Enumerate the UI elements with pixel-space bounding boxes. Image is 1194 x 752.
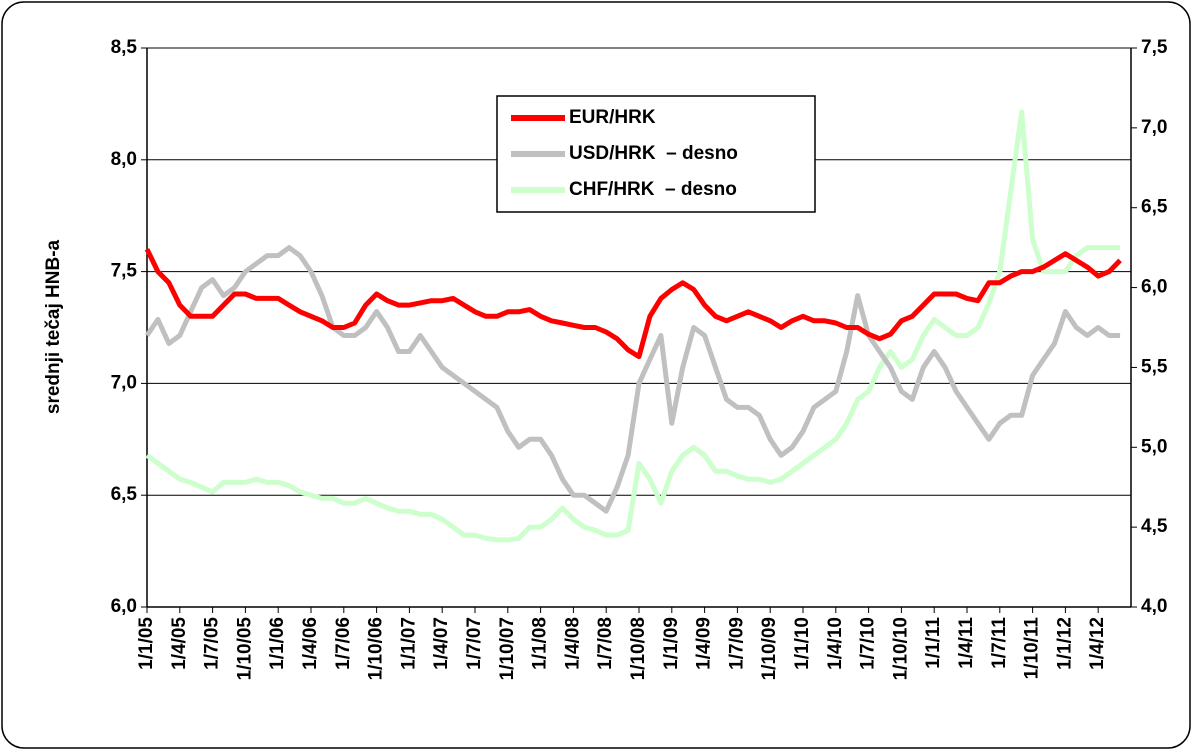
x-tick-label: 1/7/10 [858,617,879,670]
legend-label: EUR/HRK [569,107,656,128]
x-tick-label: 1/7/05 [202,617,223,670]
y2-tick-label: 4,5 [1141,516,1168,537]
x-tick-label: 1/10/07 [497,617,518,680]
y-tick-label: 6,0 [111,596,137,617]
x-tick-label: 1/10/08 [628,617,649,680]
x-tick-label: 1/7/08 [595,617,616,670]
y2-tick-label: 4,0 [1141,596,1167,617]
x-tick-label: 1/4/08 [562,617,583,670]
x-tick-label: 1/4/12 [1087,617,1108,670]
x-tick-label: 1/1/09 [661,617,682,670]
x-tick-label: 1/1/11 [923,617,944,669]
x-tick-label: 1/10/05 [234,617,255,681]
series-line [144,248,1122,360]
x-tick-label: 1/7/11 [989,617,1010,669]
y2-tick-label: 7,0 [1141,117,1167,138]
series-line [144,245,1121,514]
x-tick-label: 1/4/09 [694,617,715,670]
legend-label: CHF/HRK – desno [569,179,737,200]
x-tick-label: 1/1/12 [1054,617,1075,670]
y2-tick-label: 7,5 [1141,37,1168,58]
x-tick-label: 1/1/08 [530,617,551,670]
x-tick-label: 1/10/06 [366,617,387,680]
x-tick-label: 1/4/05 [169,617,190,670]
x-tick-label: 1/1/10 [792,617,813,670]
y2-tick-label: 5,0 [1141,436,1167,457]
x-tick-label: 1/4/10 [825,617,846,670]
y-tick-label: 8,5 [111,37,138,58]
legend-label: USD/HRK – desno [569,143,738,164]
x-tick-label: 1/10/10 [890,617,911,680]
x-tick-label: 1/4/06 [300,617,321,670]
y2-tick-label: 6,0 [1141,277,1167,298]
x-tick-label: 1/7/09 [726,617,747,670]
y-tick-label: 7,5 [111,261,138,282]
y-tick-label: 6,5 [111,484,138,505]
x-tick-label: 1/1/05 [136,617,157,670]
x-tick-label: 1/4/07 [431,617,452,670]
y-tick-label: 7,0 [111,372,137,393]
y2-tick-label: 5,5 [1141,356,1168,377]
y-axis-label: srednji tečaj HNB-a [43,239,64,414]
x-tick-label: 1/7/07 [464,617,485,670]
x-tick-label: 1/10/11 [1022,617,1043,680]
x-tick-label: 1/1/06 [267,617,288,670]
x-tick-label: 1/1/07 [398,617,419,670]
x-tick-label: 1/4/11 [956,617,977,669]
series-line [145,109,1121,543]
x-tick-label: 1/10/09 [759,617,780,680]
y2-tick-label: 6,5 [1141,197,1168,218]
x-tick-label: 1/7/06 [333,617,354,670]
y-tick-label: 8,0 [111,149,137,170]
